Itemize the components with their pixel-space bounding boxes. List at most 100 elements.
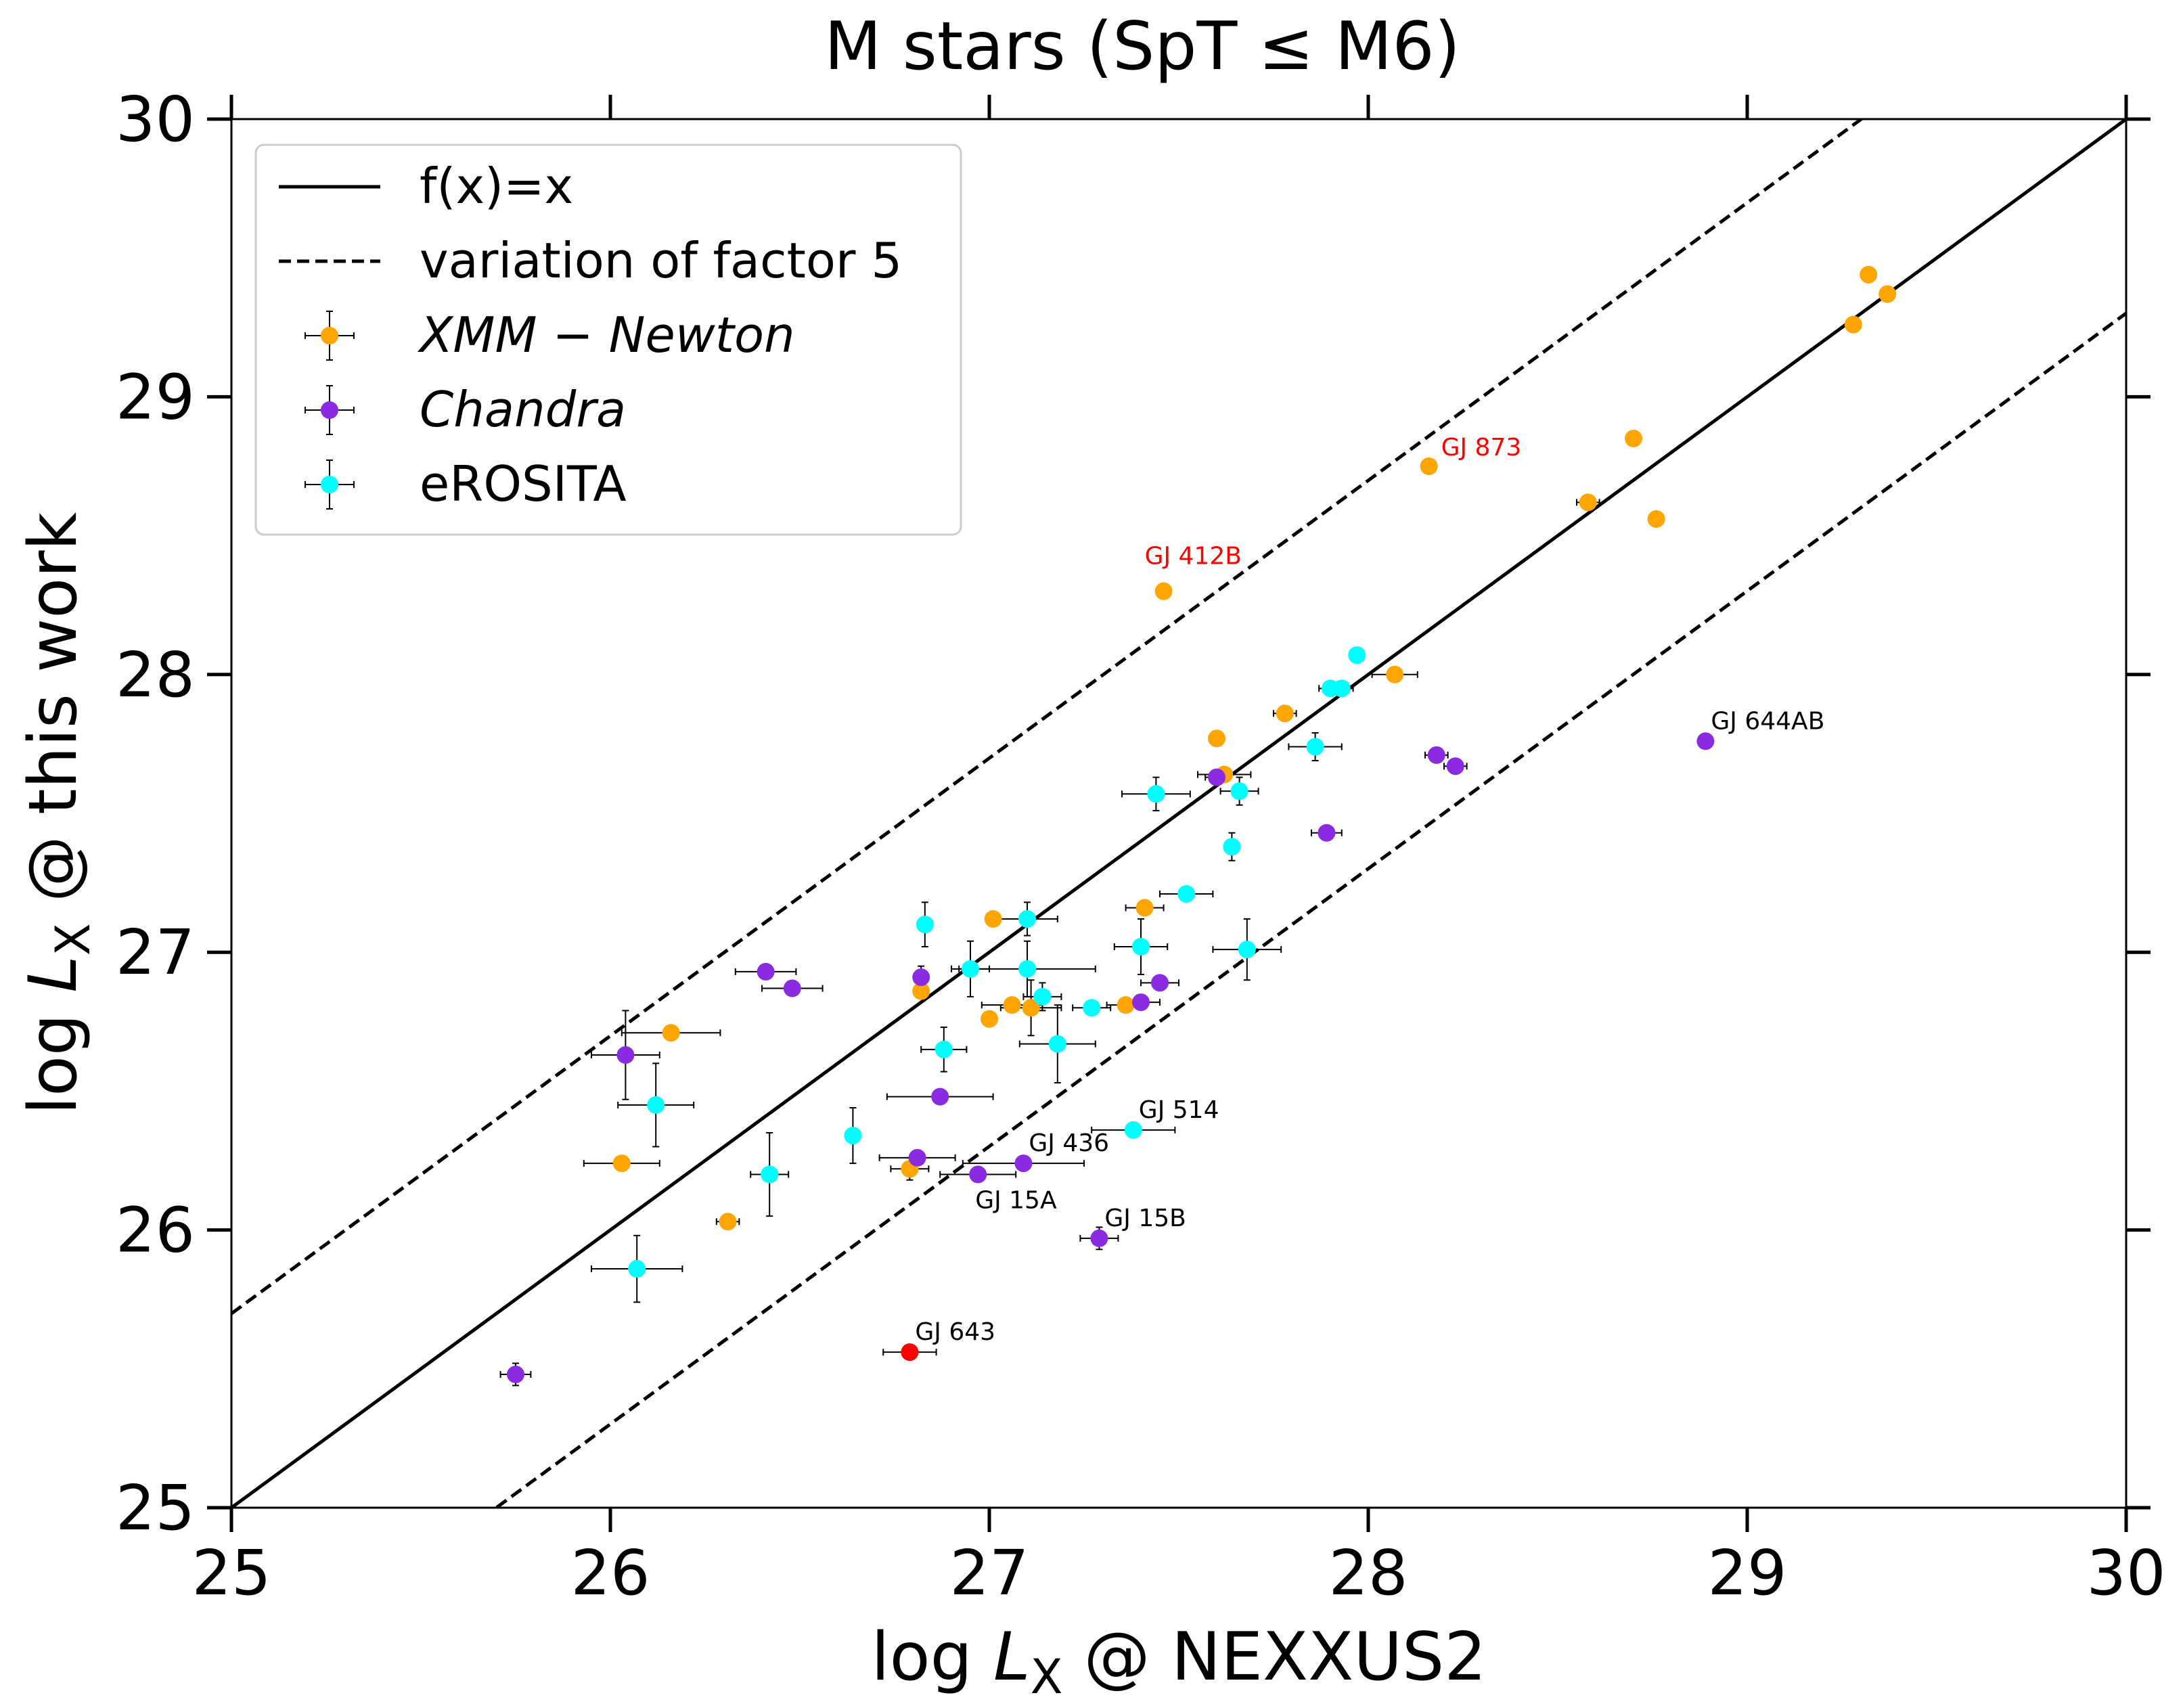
erosita-point-8	[1018, 909, 1036, 928]
erosita-point-13	[1018, 960, 1036, 978]
xmm-newton-point-2	[1844, 315, 1862, 334]
xmm-newton-point-0	[1860, 265, 1878, 284]
chandra-point-3	[1208, 768, 1225, 786]
xmm-newton-point-9	[1276, 704, 1294, 723]
point-label-gj-644ab: GJ 644AB	[1711, 707, 1824, 735]
x-axis-label-pre: log	[871, 1619, 993, 1696]
chandra-point-10	[616, 1046, 635, 1064]
legend-label-xmm-newton: XMM − Newton	[417, 307, 795, 363]
reference-lines	[231, 119, 2126, 1508]
y-tick-label-25: 25	[116, 1472, 195, 1544]
legend-items: f(x)=x variation of factor 5 XMM − Newton C…	[279, 158, 902, 512]
erosita-point-15	[1083, 999, 1101, 1017]
x-tick-label-25: 25	[192, 1537, 271, 1609]
xmm-newton-point-6	[1420, 457, 1438, 475]
axis-ticks: 25 26 27 28 29 30 25 26 27 28 29 30	[116, 83, 2166, 1609]
legend-label-erosita: eROSITA	[420, 455, 627, 512]
chandra-point-13	[969, 1165, 987, 1184]
legend-box	[254, 143, 962, 536]
plot-frame	[230, 118, 2128, 1509]
gj-643-point-0	[901, 1343, 919, 1362]
erosita-point-18	[647, 1096, 665, 1114]
x-tick-label-28: 28	[1328, 1537, 1408, 1609]
y-tick-label-27: 27	[116, 916, 195, 989]
xmm-newton-point-4	[1579, 493, 1597, 512]
xmm-newton-point-17	[1117, 996, 1135, 1014]
erosita-point-14	[1033, 987, 1052, 1006]
legend-label-variation-of-factor-5: variation of factor 5	[420, 232, 902, 289]
legend-marker-chandra	[321, 401, 338, 419]
reference-line-f-x-x	[231, 119, 2126, 1508]
chandra-point-12	[908, 1148, 926, 1167]
xmm-newton-point-18	[981, 1010, 998, 1028]
erosita-point-22	[628, 1260, 646, 1278]
point-labels: GJ 873 GJ 412B GJ 644AB GJ 15A GJ 436 GJ 15B G…	[915, 434, 1824, 1346]
chandra-point-9	[1132, 993, 1150, 1012]
xmm-newton-point-22	[719, 1213, 737, 1231]
erosita-point-12	[962, 960, 979, 978]
point-label-gj-15a: GJ 15A	[975, 1187, 1057, 1215]
point-label-gj-412b: GJ 412B	[1145, 543, 1242, 570]
x-tick-label-29: 29	[1707, 1537, 1786, 1609]
erosita-point-21	[761, 1165, 779, 1184]
xmm-newton-point-10	[1208, 729, 1225, 748]
y-tick-label-26: 26	[116, 1194, 195, 1267]
xmm-newton-point-19	[662, 1024, 680, 1042]
legend-marker-xmm-newton	[321, 327, 338, 344]
erosita-point-20	[1124, 1121, 1142, 1139]
reference-line-variation-of-factor-5-lower	[493, 311, 2126, 1508]
x-axis-label: log LX @ NEXXUS2	[871, 1619, 1486, 1705]
chandra-point-2	[1446, 757, 1464, 776]
xmm-newton-point-7	[1154, 582, 1173, 600]
chandra-point-11	[931, 1087, 949, 1106]
point-label-gj-643: GJ 643	[915, 1318, 995, 1346]
point-label-gj-436: GJ 436	[1029, 1129, 1109, 1157]
chandra-point-8	[1151, 974, 1169, 992]
legend-label-chandra: Chandra	[420, 381, 626, 438]
reference-line-variation-of-factor-5-upper	[231, 119, 1864, 1316]
y-axis-label-post: @ this work	[15, 512, 92, 923]
erosita-point-19	[844, 1127, 862, 1145]
legend-label-f-x-x: f(x)=x	[420, 158, 573, 215]
chandra-point-0	[1696, 732, 1715, 750]
point-label-gj-15b: GJ 15B	[1104, 1205, 1186, 1232]
y-tick-label-28: 28	[116, 639, 195, 711]
erosita-point-2	[1332, 679, 1351, 698]
erosita-point-7	[1177, 885, 1196, 903]
chandra-point-4	[1318, 824, 1336, 842]
point-label-gj-514: GJ 514	[1139, 1096, 1219, 1124]
chandra-point-16	[507, 1366, 524, 1384]
x-axis-label-sub: X	[1031, 1649, 1063, 1705]
chandra-point-1	[1427, 746, 1445, 764]
chandra-point-15	[1090, 1229, 1108, 1247]
xmm-newton-point-3	[1625, 429, 1642, 447]
chart-title: M stars (SpT ≤ M6)	[824, 8, 1460, 85]
xmm-newton-point-16	[1022, 999, 1040, 1017]
erosita-point-10	[1132, 937, 1150, 956]
xmm-newton-point-14	[912, 982, 930, 1000]
x-tick-label-30: 30	[2086, 1537, 2165, 1609]
erosita-point-3	[1306, 738, 1324, 756]
chandra-point-7	[912, 968, 930, 987]
y-tick-label-29: 29	[116, 361, 195, 433]
erosita-point-0	[1348, 646, 1366, 665]
erosita-point-5	[1230, 782, 1248, 801]
xmm-newton-point-12	[984, 909, 1002, 928]
xmm-newton-point-13	[1135, 899, 1154, 917]
erosita-point-17	[935, 1040, 953, 1058]
xmm-newton-point-8	[1386, 665, 1404, 683]
y-tick-label-30: 30	[116, 83, 195, 156]
chandra-point-6	[783, 979, 801, 997]
xmm-newton-point-5	[1647, 510, 1665, 528]
data-points	[507, 265, 1897, 1384]
xmm-newton-point-15	[1003, 996, 1021, 1014]
y-axis-label-pre: log	[15, 993, 92, 1115]
xmm-newton-point-20	[612, 1154, 631, 1173]
point-label-gj-873: GJ 873	[1441, 434, 1522, 462]
erosita-point-11	[1238, 941, 1256, 959]
chandra-point-5	[757, 962, 775, 981]
xmm-newton-point-1	[1878, 285, 1897, 303]
x-axis-label-post: @ NEXXUS2	[1063, 1619, 1487, 1696]
erosita-point-6	[1223, 838, 1241, 856]
